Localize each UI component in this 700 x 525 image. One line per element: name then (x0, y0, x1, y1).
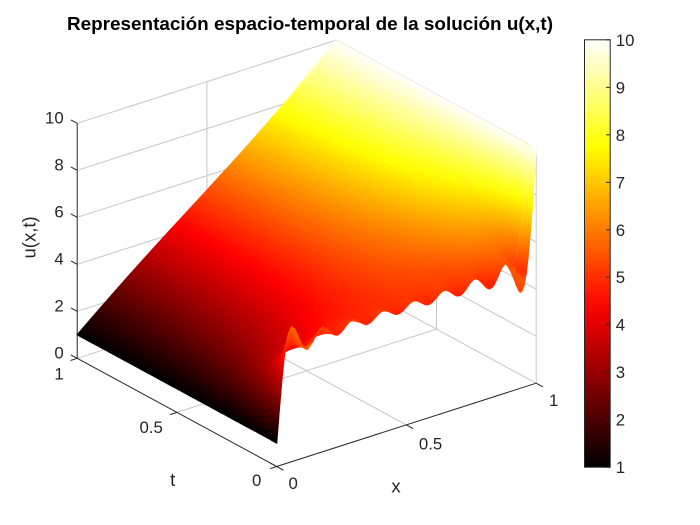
svg-text:0: 0 (252, 471, 261, 490)
svg-text:10: 10 (45, 108, 64, 127)
svg-text:u(x,t): u(x,t) (19, 216, 40, 258)
svg-text:Representación espacio-tempora: Representación espacio-temporal de la so… (67, 14, 553, 35)
svg-text:4: 4 (54, 249, 63, 268)
svg-text:2: 2 (54, 296, 63, 315)
svg-text:7: 7 (616, 173, 625, 192)
svg-text:0: 0 (289, 474, 298, 493)
svg-text:5: 5 (616, 268, 625, 287)
svg-text:2: 2 (616, 411, 625, 430)
svg-text:3: 3 (616, 363, 625, 382)
svg-text:4: 4 (616, 316, 625, 335)
svg-text:1: 1 (616, 458, 625, 477)
svg-text:x: x (391, 476, 401, 497)
svg-text:8: 8 (54, 155, 63, 174)
svg-text:6: 6 (54, 202, 63, 221)
svg-text:1: 1 (549, 391, 558, 410)
svg-text:0: 0 (54, 343, 63, 362)
svg-text:t: t (170, 469, 175, 490)
svg-text:1: 1 (54, 365, 63, 384)
svg-text:8: 8 (616, 126, 625, 145)
svg-text:0.5: 0.5 (419, 434, 442, 453)
svg-text:6: 6 (616, 221, 625, 240)
svg-text:9: 9 (616, 78, 625, 97)
svg-text:0.5: 0.5 (140, 418, 163, 437)
svg-text:10: 10 (616, 31, 635, 50)
